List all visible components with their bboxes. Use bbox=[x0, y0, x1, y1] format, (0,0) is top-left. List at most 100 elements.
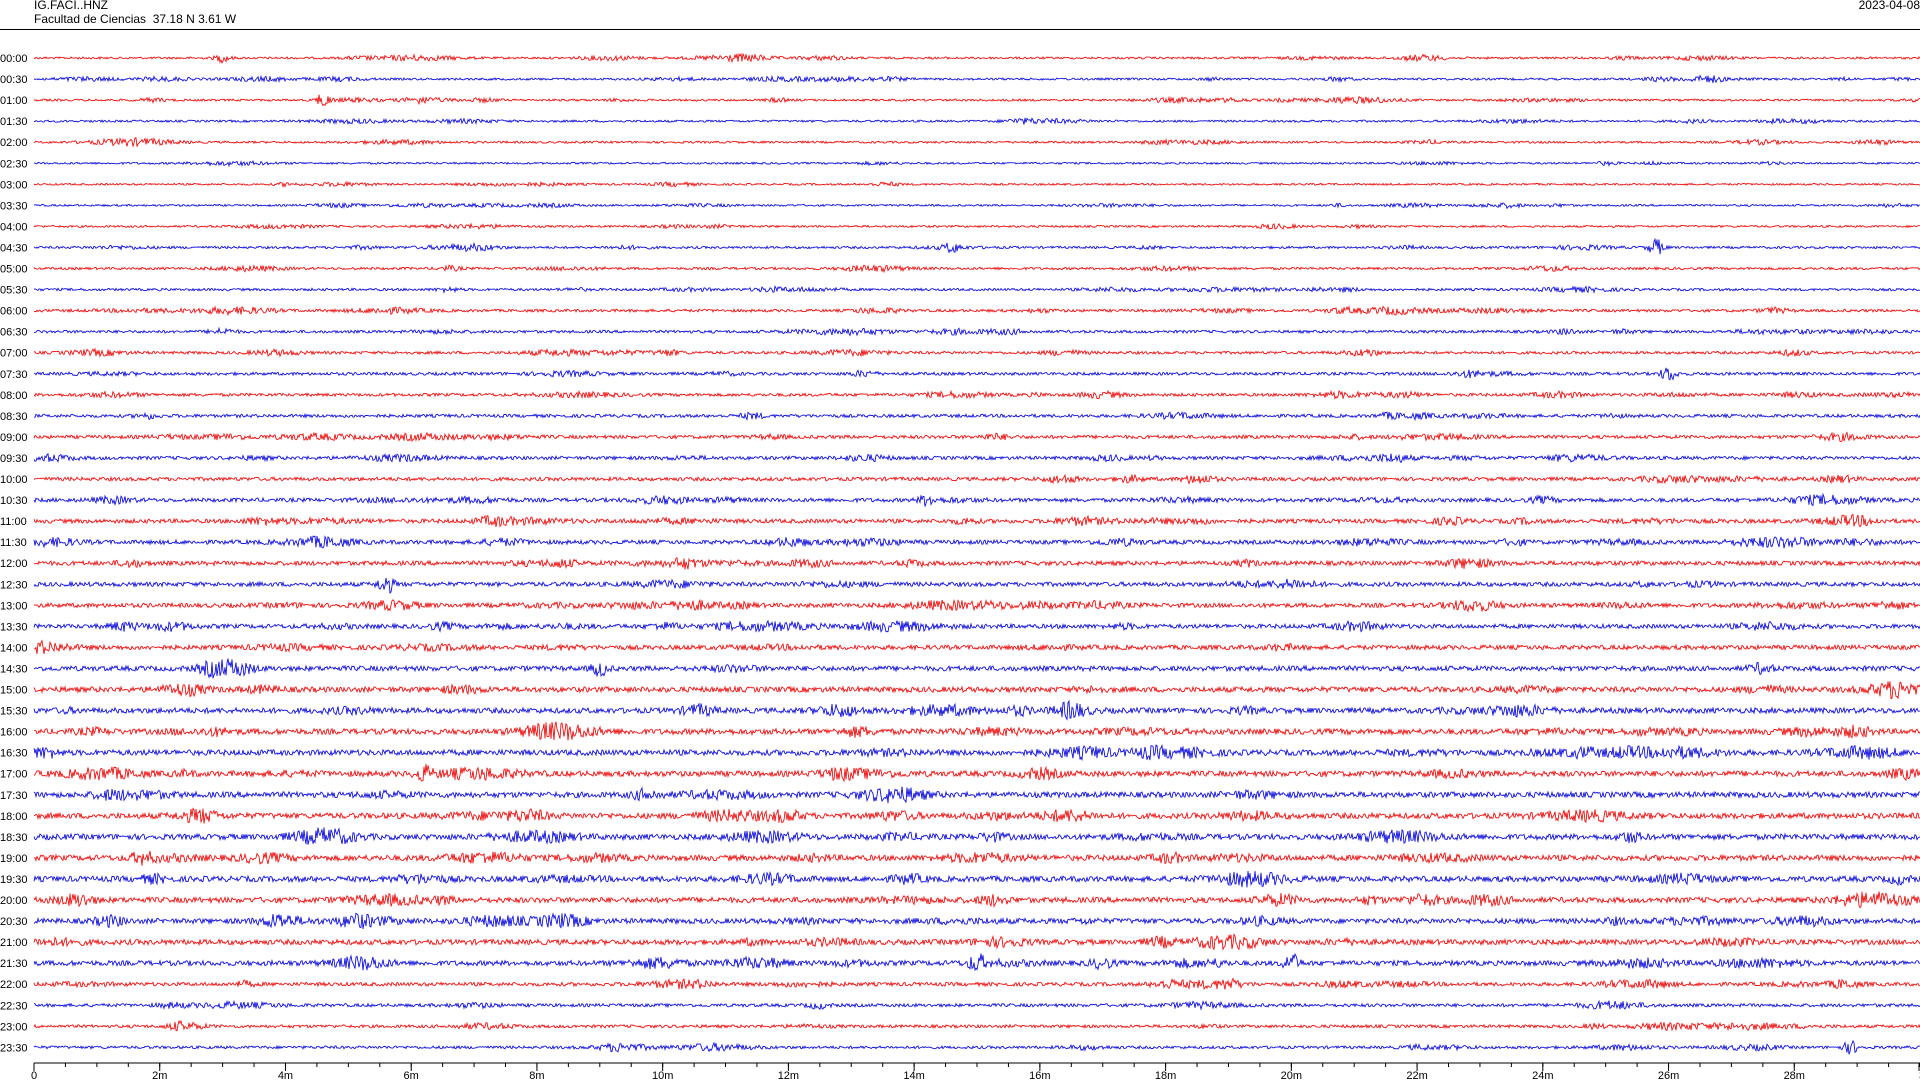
row-label: 05:30 bbox=[0, 285, 28, 297]
row-label: 04:00 bbox=[0, 221, 28, 233]
x-tick-label: 6m bbox=[404, 1070, 419, 1080]
trace-1300 bbox=[33, 598, 1920, 613]
trace-0500 bbox=[33, 264, 1920, 274]
trace-1330 bbox=[33, 619, 1920, 633]
trace-0130 bbox=[33, 117, 1920, 126]
record-date: 2023-04-08 bbox=[1858, 0, 1920, 12]
x-tick-label: 8m bbox=[529, 1070, 544, 1080]
row-label: 15:00 bbox=[0, 685, 28, 697]
row-label: 14:00 bbox=[0, 642, 28, 654]
trace-1800 bbox=[34, 807, 1920, 824]
trace-1200 bbox=[33, 557, 1920, 570]
trace-1600 bbox=[33, 721, 1920, 741]
trace-2030 bbox=[33, 912, 1920, 930]
trace-2330 bbox=[33, 1039, 1920, 1055]
trace-0030 bbox=[33, 74, 1920, 84]
row-label: 22:00 bbox=[0, 979, 28, 991]
row-label: 15:30 bbox=[0, 706, 28, 718]
trace-1000 bbox=[33, 473, 1920, 485]
trace-0000 bbox=[33, 52, 1920, 65]
row-label: 04:30 bbox=[0, 242, 28, 254]
x-tick-label: 24m bbox=[1532, 1070, 1553, 1080]
trace-1400 bbox=[34, 639, 1920, 655]
row-label: 13:30 bbox=[0, 621, 28, 633]
row-label: 07:00 bbox=[0, 348, 28, 360]
trace-0330 bbox=[33, 201, 1920, 210]
row-label: 08:00 bbox=[0, 390, 28, 402]
row-label: 23:00 bbox=[0, 1021, 28, 1033]
row-label: 17:30 bbox=[0, 790, 28, 802]
row-label: 08:30 bbox=[0, 411, 28, 423]
row-label: 00:00 bbox=[0, 53, 28, 65]
trace-1230 bbox=[33, 577, 1920, 595]
row-label: 20:30 bbox=[0, 916, 28, 928]
station-code: IG.FACI..HNZ bbox=[34, 0, 109, 12]
row-label-group: 00:00 00:30 01:00 01:30 02:00 02:30 03:00 03:30… bbox=[0, 53, 28, 1054]
trace-1900 bbox=[33, 850, 1920, 866]
trace-1700 bbox=[33, 764, 1920, 783]
trace-0800 bbox=[33, 389, 1920, 400]
x-tick-label: 12m bbox=[778, 1070, 799, 1080]
row-label: 11:30 bbox=[0, 537, 27, 549]
row-label: 12:00 bbox=[0, 558, 28, 570]
trace-group bbox=[33, 52, 1920, 1055]
x-tick-label: 0 bbox=[31, 1070, 37, 1080]
x-tick-label: 20m bbox=[1281, 1070, 1302, 1080]
trace-1830 bbox=[33, 827, 1920, 845]
trace-0200 bbox=[33, 137, 1920, 147]
station-location: Facultad de Ciencias 37.18 N 3.61 W bbox=[34, 12, 237, 26]
row-label: 21:30 bbox=[0, 958, 28, 970]
row-label: 20:00 bbox=[0, 895, 28, 907]
row-label: 03:30 bbox=[0, 200, 28, 212]
x-tick-label: 28m bbox=[1784, 1070, 1805, 1080]
row-label: 00:30 bbox=[0, 74, 28, 86]
trace-0930 bbox=[33, 452, 1920, 464]
x-tick-label: 14m bbox=[903, 1070, 924, 1080]
trace-2230 bbox=[34, 999, 1920, 1011]
row-label: 13:00 bbox=[0, 600, 28, 612]
row-label: 07:30 bbox=[0, 369, 28, 381]
trace-0530 bbox=[33, 285, 1920, 294]
row-label: 02:00 bbox=[0, 137, 28, 149]
trace-2300 bbox=[33, 1019, 1920, 1032]
trace-1130 bbox=[33, 535, 1920, 549]
x-tick-label: 16m bbox=[1029, 1070, 1050, 1080]
trace-0600 bbox=[33, 305, 1920, 317]
row-label: 18:30 bbox=[0, 832, 28, 844]
row-label: 16:00 bbox=[0, 727, 28, 739]
row-label: 03:00 bbox=[0, 179, 28, 191]
x-tick-label: 26m bbox=[1658, 1070, 1679, 1080]
trace-1100 bbox=[33, 513, 1920, 528]
row-label: 21:00 bbox=[0, 937, 28, 949]
trace-0730 bbox=[33, 367, 1920, 381]
row-label: 09:30 bbox=[0, 453, 28, 465]
trace-0830 bbox=[33, 411, 1920, 422]
row-label: 22:30 bbox=[0, 1000, 28, 1012]
row-label: 17:00 bbox=[0, 769, 28, 781]
trace-2100 bbox=[33, 932, 1920, 951]
row-label: 16:30 bbox=[0, 748, 28, 760]
x-tick-label: 2m bbox=[152, 1070, 167, 1080]
trace-1630 bbox=[33, 743, 1920, 762]
x-tick-label: 4m bbox=[278, 1070, 293, 1080]
row-label: 02:30 bbox=[0, 158, 28, 170]
x-axis: 02m4m6m8m10m12m14m16m18m20m22m24m26m28m3… bbox=[31, 1062, 1920, 1080]
trace-0430 bbox=[33, 237, 1920, 255]
row-label: 19:00 bbox=[0, 853, 28, 865]
trace-0230 bbox=[33, 159, 1920, 168]
trace-1030 bbox=[33, 492, 1920, 507]
row-label: 19:30 bbox=[0, 874, 28, 886]
row-label: 01:30 bbox=[0, 116, 28, 128]
trace-1430 bbox=[33, 658, 1920, 679]
trace-0700 bbox=[33, 347, 1920, 358]
trace-0900 bbox=[33, 431, 1920, 443]
row-label: 06:30 bbox=[0, 327, 28, 339]
trace-1930 bbox=[33, 870, 1920, 888]
row-label: 09:00 bbox=[0, 432, 28, 444]
trace-0300 bbox=[33, 180, 1920, 189]
row-label: 18:00 bbox=[0, 811, 28, 823]
trace-1730 bbox=[33, 786, 1920, 804]
row-label: 12:30 bbox=[0, 579, 28, 591]
row-label: 06:00 bbox=[0, 306, 28, 318]
